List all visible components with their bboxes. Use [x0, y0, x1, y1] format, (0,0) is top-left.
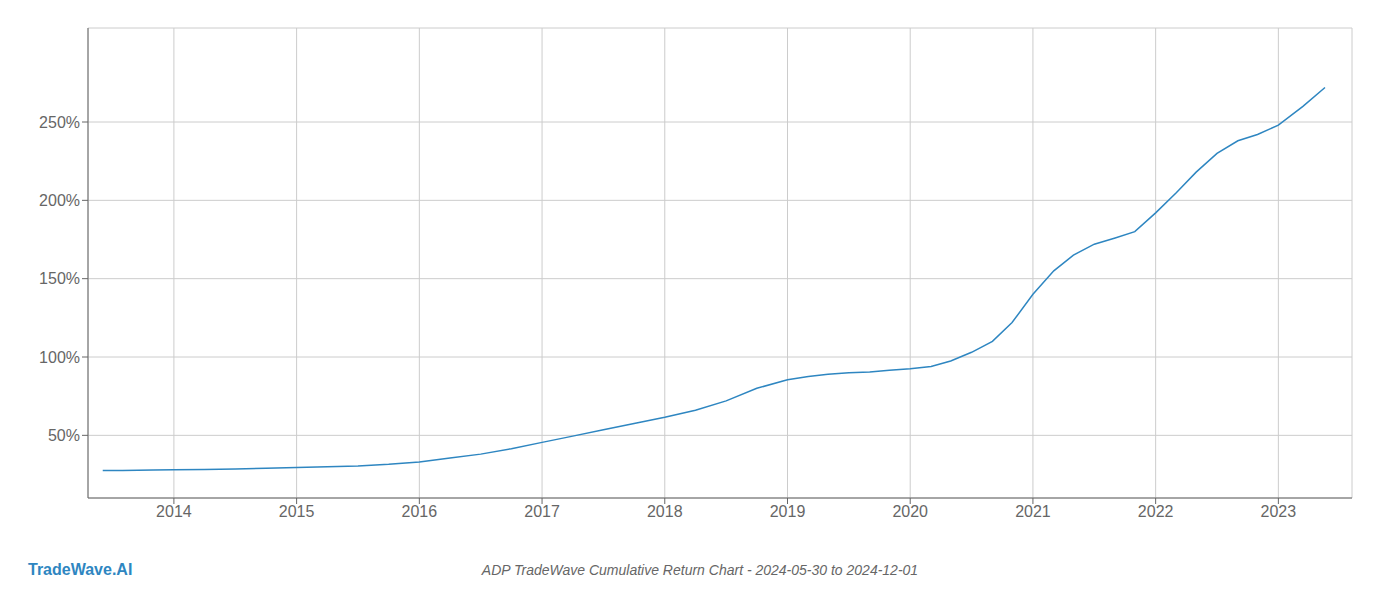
html-text:TradeWave.AI: TradeWave.AI — [28, 561, 133, 578]
svg-text:2021: 2021 — [1015, 503, 1051, 520]
svg-text:150%: 150% — [39, 270, 80, 287]
svg-text:2019: 2019 — [770, 503, 806, 520]
svg-text:2020: 2020 — [892, 503, 928, 520]
svg-text:2023: 2023 — [1261, 503, 1297, 520]
svg-text:2018: 2018 — [647, 503, 683, 520]
svg-text:2014: 2014 — [156, 503, 192, 520]
svg-text:2017: 2017 — [524, 503, 560, 520]
html-text:ADP TradeWave Cumulative Retur: ADP TradeWave Cumulative Return Chart - … — [481, 562, 919, 578]
svg-text:100%: 100% — [39, 349, 80, 366]
svg-text:2015: 2015 — [279, 503, 315, 520]
svg-text:2022: 2022 — [1138, 503, 1174, 520]
svg-text:200%: 200% — [39, 192, 80, 209]
svg-text:250%: 250% — [39, 114, 80, 131]
svg-text:50%: 50% — [48, 427, 80, 444]
svg-text:2016: 2016 — [402, 503, 438, 520]
